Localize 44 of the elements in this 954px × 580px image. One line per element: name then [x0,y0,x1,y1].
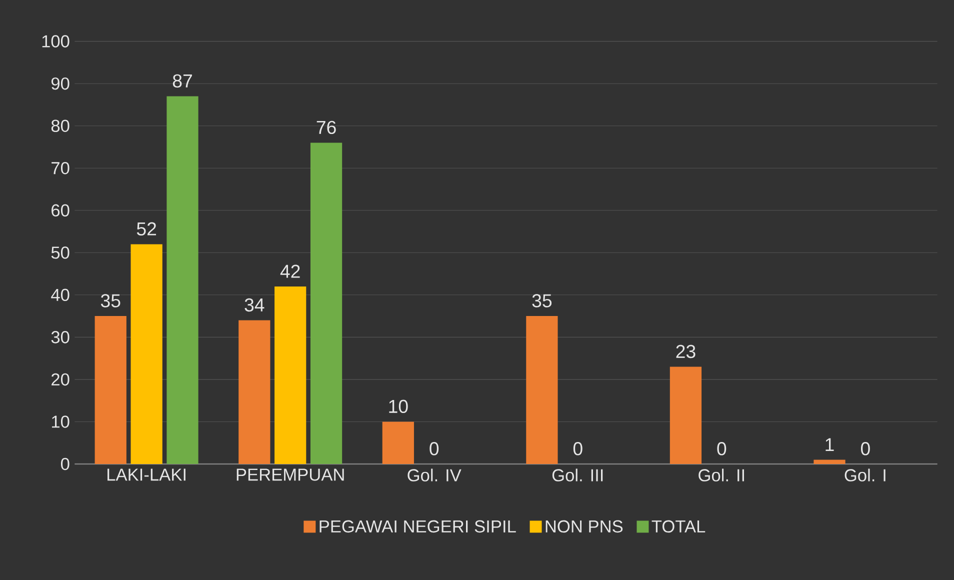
y-tick-label: 40 [51,288,70,302]
data-label: 1 [826,438,834,452]
bar [238,320,270,464]
data-label: 35 [100,294,120,308]
x-tick-label: LAKI-LAKI [108,468,186,481]
bar [814,460,846,464]
bar [166,96,198,464]
data-label: 0 [430,442,439,456]
legend-label: PEGAWAI NEGERI SIPIL [320,520,516,533]
bar [382,422,414,464]
data-label: 10 [389,400,408,414]
data-label: 87 [172,74,192,88]
data-label: 42 [280,264,300,278]
y-tick-label: 80 [51,120,70,132]
data-label: 35 [532,294,552,308]
data-label: 0 [860,442,870,456]
bar [130,244,162,464]
legend-label: TOTAL [652,520,706,533]
bar [94,316,126,464]
x-tick-label: Gol. II [698,468,744,482]
data-label: 76 [316,120,336,134]
y-tick-label: 70 [52,162,70,174]
x-tick-label: Gol. IV [408,468,462,482]
legend-label: NON PNS [546,520,623,533]
y-tick-label: 0 [60,458,70,470]
x-tick-label: PEREMPUAN [236,468,344,481]
bar [310,142,342,464]
y-tick-label: 10 [52,416,70,428]
data-label: 52 [136,222,156,236]
data-label: 0 [717,442,726,456]
y-tick-label: 60 [52,204,70,217]
x-tick-label: Gol. I [844,468,886,482]
x-tick-label: Gol. III [552,468,603,482]
y-tick-label: 100 [42,35,70,48]
y-tick-label: 90 [51,77,70,90]
bar [526,316,558,464]
data-label: 23 [676,344,696,358]
bar [670,366,702,464]
y-tick-label: 50 [51,246,70,259]
bar [274,286,306,464]
data-label: 34 [244,298,264,312]
y-tick-label: 30 [51,331,70,344]
y-tick-label: 20 [52,373,70,386]
data-label: 0 [573,442,582,456]
